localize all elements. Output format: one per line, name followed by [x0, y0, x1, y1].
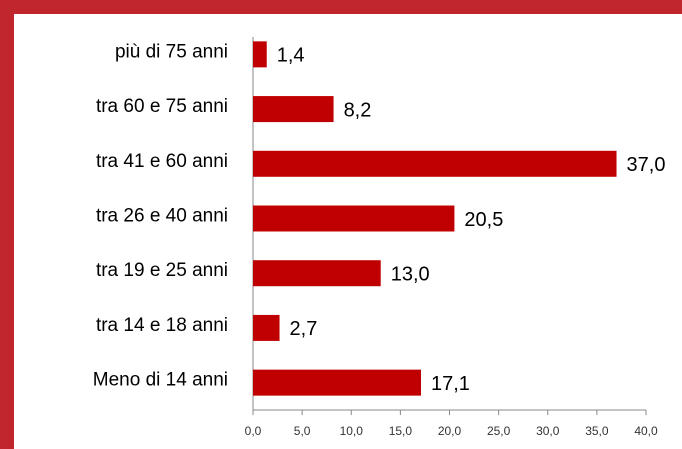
- x-tick-label: 5,0: [294, 424, 311, 438]
- value-label: 13,0: [391, 263, 430, 285]
- value-label: 2,7: [290, 318, 318, 340]
- frame-left: [0, 0, 14, 449]
- x-tick-label: 10,0: [340, 424, 364, 438]
- value-label: 37,0: [627, 154, 666, 176]
- x-tick-label: 0,0: [245, 424, 262, 438]
- x-tick-label: 20,0: [438, 424, 462, 438]
- value-label: 17,1: [431, 373, 470, 395]
- bar: [253, 260, 381, 287]
- y-tick-label: tra 41 e 60 anni: [96, 151, 228, 172]
- value-label: 20,5: [464, 209, 503, 231]
- y-tick-label: tra 60 e 75 anni: [96, 96, 228, 117]
- x-tick-label: 40,0: [634, 424, 658, 438]
- y-tick-label: tra 14 e 18 anni: [96, 315, 228, 336]
- bar: [253, 314, 280, 341]
- value-label: 1,4: [277, 45, 305, 67]
- x-tick-label: 35,0: [585, 424, 609, 438]
- y-tick-label: più di 75 anni: [115, 41, 228, 62]
- y-tick-label: tra 19 e 25 anni: [96, 260, 228, 281]
- x-tick-label: 25,0: [487, 424, 511, 438]
- y-tick-label: Meno di 14 anni: [93, 370, 228, 391]
- bar: [253, 96, 334, 123]
- bar: [253, 41, 267, 68]
- bar: [253, 369, 422, 396]
- frame-top: [0, 0, 682, 14]
- x-tick-label: 15,0: [389, 424, 413, 438]
- bar: [253, 205, 455, 232]
- x-tick-label: 30,0: [536, 424, 560, 438]
- value-label: 8,2: [344, 99, 372, 121]
- bar: [253, 150, 617, 177]
- y-tick-label: tra 26 e 40 anni: [96, 206, 228, 227]
